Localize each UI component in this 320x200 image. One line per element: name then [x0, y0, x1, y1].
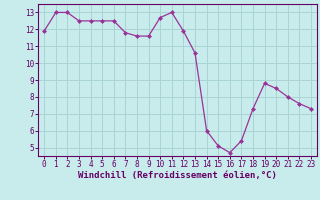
X-axis label: Windchill (Refroidissement éolien,°C): Windchill (Refroidissement éolien,°C)	[78, 171, 277, 180]
